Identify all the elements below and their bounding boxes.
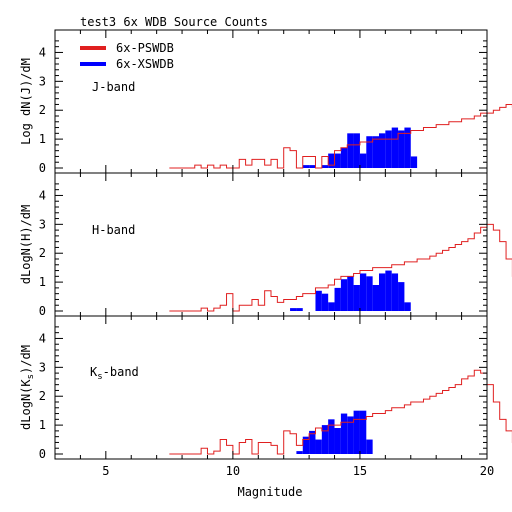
xswdb-bar bbox=[353, 133, 360, 168]
xswdb-bar bbox=[334, 287, 341, 311]
y-tick-label: 1 bbox=[39, 275, 46, 289]
xswdb-bar bbox=[391, 273, 399, 311]
y-tick-label: 4 bbox=[39, 331, 46, 345]
xswdb-bar bbox=[366, 439, 373, 454]
y-tick-label: 3 bbox=[39, 217, 46, 231]
xswdb-bar bbox=[347, 133, 354, 168]
xswdb-bar bbox=[398, 282, 405, 311]
y-tick-label: 2 bbox=[39, 103, 46, 117]
y-tick-label: 2 bbox=[39, 246, 46, 260]
xswdb-bar bbox=[328, 302, 335, 311]
y-axis-label: dLogN(Ks)/dM bbox=[19, 345, 36, 430]
xswdb-bar bbox=[372, 285, 379, 311]
xswdb-bar bbox=[379, 273, 386, 311]
xswdb-bar bbox=[309, 430, 316, 454]
xswdb-bar bbox=[359, 273, 367, 311]
xswdb-bar bbox=[385, 130, 392, 168]
xswdb-bar bbox=[340, 147, 348, 168]
y-tick-label: 3 bbox=[39, 74, 46, 88]
xswdb-bar bbox=[302, 165, 310, 168]
xswdb-bar bbox=[309, 165, 316, 168]
x-tick-label: 10 bbox=[226, 464, 240, 478]
panel-frame bbox=[54, 315, 488, 460]
y-tick-label: 2 bbox=[39, 389, 46, 403]
xswdb-bar bbox=[410, 156, 418, 168]
y-axis-label: dLogN(H)/dM bbox=[19, 205, 33, 284]
xswdb-bar bbox=[340, 279, 348, 311]
pswdb-step-line bbox=[169, 103, 512, 169]
xswdb-bar bbox=[353, 410, 360, 454]
xswdb-bar bbox=[296, 308, 303, 311]
pswdb-step-line bbox=[169, 369, 512, 455]
y-tick-label: 4 bbox=[39, 45, 46, 59]
xswdb-bar bbox=[372, 136, 379, 168]
xswdb-bar bbox=[290, 308, 297, 311]
x-tick-label: 15 bbox=[353, 464, 367, 478]
band-label: J-band bbox=[92, 80, 135, 94]
xswdb-bar bbox=[347, 416, 354, 454]
y-tick-label: 3 bbox=[39, 360, 46, 374]
xswdb-bar bbox=[359, 153, 367, 168]
panel-2: 0 1 2 3 4 H-band dLogN(H)/dM bbox=[19, 172, 512, 318]
y-tick-label: 1 bbox=[39, 132, 46, 146]
x-tick-label: 5 bbox=[102, 464, 109, 478]
legend-label: 6x-PSWDB bbox=[116, 41, 174, 55]
xswdb-bar bbox=[334, 153, 341, 168]
band-label: Ks-band bbox=[90, 365, 139, 382]
xswdb-bar bbox=[321, 165, 329, 168]
xswdb-bar bbox=[398, 130, 405, 168]
pswdb-step-line bbox=[169, 223, 512, 312]
chart-title: test3 6x WDB Source Counts bbox=[80, 15, 268, 29]
xswdb-bar bbox=[340, 413, 348, 454]
xswdb-bar bbox=[334, 428, 341, 454]
xswdb-bar bbox=[315, 290, 322, 311]
xswdb-bar bbox=[347, 276, 354, 311]
xswdb-bar bbox=[315, 439, 322, 454]
xswdb-bar bbox=[385, 270, 392, 311]
panel-1: 0 1 2 3 4 J-band Log dN(J)/dM 6x-PSWDB 6x-XSWDB bbox=[19, 29, 512, 175]
x-tick-label: 20 bbox=[480, 464, 494, 478]
legend-label: 6x-XSWDB bbox=[116, 57, 174, 71]
xswdb-bar bbox=[359, 410, 367, 454]
xswdb-bar bbox=[391, 127, 399, 168]
xswdb-bar bbox=[328, 419, 335, 454]
y-tick-label: 0 bbox=[39, 161, 46, 175]
xswdb-bar bbox=[366, 276, 373, 311]
xswdb-bar bbox=[379, 133, 386, 168]
xswdb-bar bbox=[302, 436, 310, 454]
xswdb-bar bbox=[353, 285, 360, 311]
y-tick-label: 4 bbox=[39, 188, 46, 202]
y-tick-label: 1 bbox=[39, 418, 46, 432]
xswdb-bar bbox=[321, 425, 329, 454]
xswdb-bar bbox=[366, 136, 373, 168]
xswdb-bar bbox=[404, 302, 411, 311]
x-axis-label: Magnitude bbox=[237, 485, 302, 499]
panel-3: 0 1 2 3 4 Ks-band dLogN(Ks)/dM bbox=[19, 315, 512, 461]
y-axis-label: Log dN(J)/dM bbox=[19, 58, 33, 145]
band-label: H-band bbox=[92, 223, 135, 237]
xswdb-bar bbox=[404, 127, 411, 168]
xswdb-bar bbox=[296, 451, 303, 454]
y-tick-label: 0 bbox=[39, 304, 46, 318]
xswdb-bar bbox=[328, 153, 335, 168]
y-tick-label: 0 bbox=[39, 447, 46, 461]
xswdb-bar bbox=[321, 293, 329, 311]
